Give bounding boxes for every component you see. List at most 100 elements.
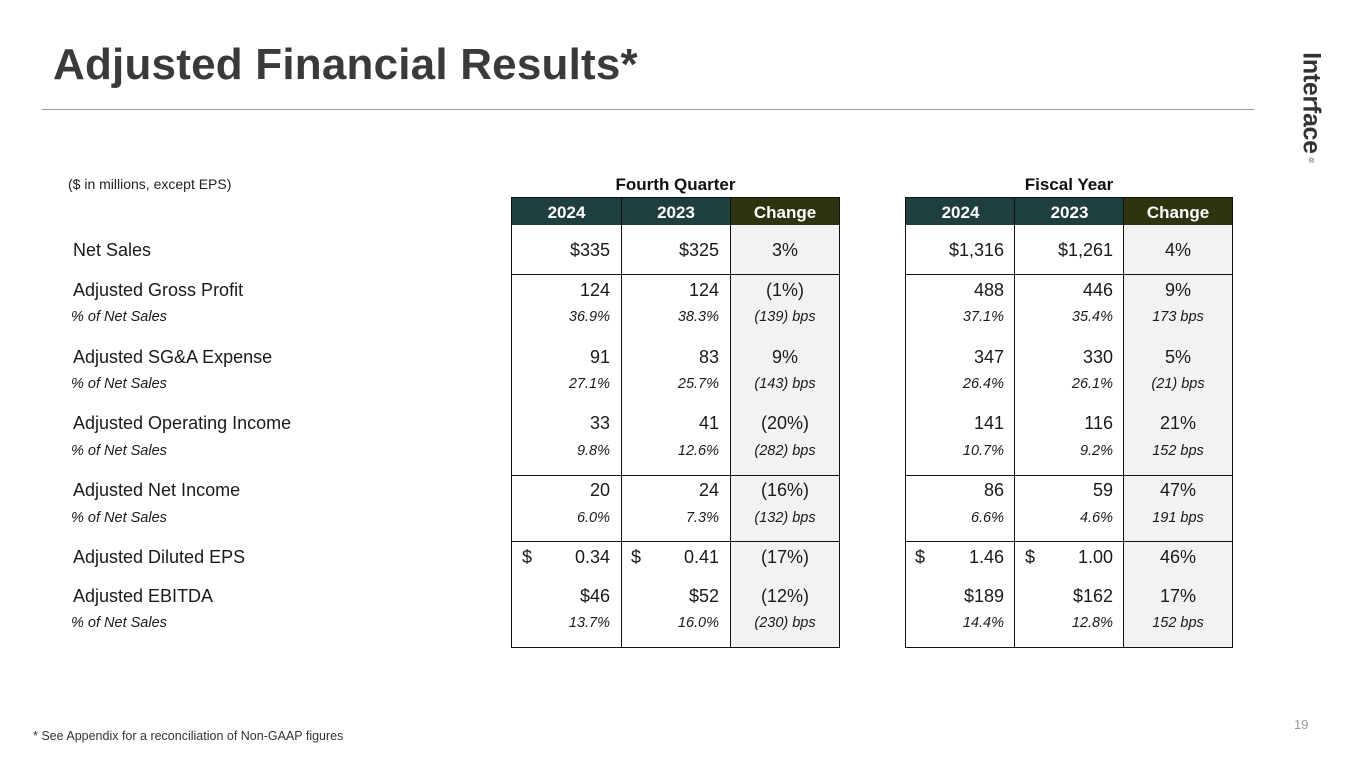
q4-operating-income-change: (20%)	[760, 413, 809, 433]
q4-header-2024: 2024	[511, 197, 621, 225]
q4-sga-pct-change: (143) bps	[754, 376, 816, 392]
fy-net-income-2023: 59	[1092, 480, 1113, 500]
q4-column-change	[730, 225, 840, 648]
fy-sga-2023: 330	[1082, 347, 1113, 367]
q4-gross-profit-2023: 124	[688, 280, 719, 300]
q4-ebitda-pct-2023: 16.0%	[677, 615, 719, 631]
row-label-ebitda: Adjusted EBITDA	[73, 586, 214, 606]
q4-net-sales-2024: $335	[569, 240, 610, 260]
q4-net-sales-2023: $325	[678, 240, 719, 260]
fy-separator-after-net-sales	[905, 274, 1233, 275]
fy-eps-2024: 1.46	[968, 547, 1004, 567]
fy-operating-income-2024: 141	[973, 413, 1004, 433]
q4-sga-2023: 83	[698, 347, 719, 367]
fy-operating-income-pct-2023: 9.2%	[1079, 443, 1113, 459]
fy-ebitda-2023: $162	[1072, 586, 1113, 606]
fy-gross-profit-change: 9%	[1164, 280, 1191, 300]
fy-net-income-pct-2023: 4.6%	[1079, 510, 1113, 526]
q4-header-2023: 2023	[621, 197, 730, 225]
fy-operating-income-pct-change: 152 bps	[1152, 443, 1204, 459]
fy-ebitda-change: 17%	[1159, 586, 1197, 606]
group-header-fourth-quarter: Fourth Quarter	[615, 175, 736, 194]
fy-gross-profit-pct-change: 173 bps	[1152, 309, 1204, 325]
fy-net-sales-2023: $1,261	[1057, 240, 1113, 260]
page-title: Adjusted Financial Results*	[53, 40, 638, 89]
fy-net-sales-change: 4%	[1164, 240, 1191, 260]
fy-net-income-pct-change: 191 bps	[1152, 510, 1204, 526]
q4-net-income-2023: 24	[698, 480, 719, 500]
fy-separator-before-net-income	[905, 475, 1233, 476]
q4-net-sales-change: 3%	[771, 240, 798, 260]
q4-separator-after-net-sales	[511, 274, 840, 275]
fy-gross-profit-pct-2023: 35.4%	[1071, 309, 1113, 325]
q4-column-2023	[621, 225, 730, 648]
fy-header-2024: 2024	[905, 197, 1015, 225]
fy-net-income-pct-2024: 6.6%	[970, 510, 1004, 526]
q4-gross-profit-2024: 124	[579, 280, 610, 300]
fy-ebitda-pct-2024: 14.4%	[962, 615, 1004, 631]
q4-ebitda-2024: $46	[579, 586, 610, 606]
fy-sga-pct-change: (21) bps	[1151, 376, 1205, 392]
q4-sga-change: 9%	[771, 347, 798, 367]
q4-net-income-pct-2024: 6.0%	[576, 510, 610, 526]
q4-operating-income-2024: 33	[589, 413, 610, 433]
row-label-net-sales: Net Sales	[73, 240, 152, 260]
units-note: ($ in millions, except EPS)	[68, 176, 232, 192]
fy-eps-2023-currency: $	[1025, 547, 1036, 567]
q4-ebitda-pct-change: (230) bps	[754, 615, 816, 631]
q4-operating-income-pct-2024: 9.8%	[576, 443, 610, 459]
fy-ebitda-pct-2023: 12.8%	[1071, 615, 1113, 631]
fy-header-change: Change	[1123, 197, 1233, 225]
fy-sga-2024: 347	[973, 347, 1004, 367]
row-sublabel-operating-income-pct: % of Net Sales	[71, 443, 167, 459]
row-label-operating-income: Adjusted Operating Income	[73, 413, 292, 433]
fy-sga-pct-2024: 26.4%	[962, 376, 1004, 392]
q4-gross-profit-pct-change: (139) bps	[754, 309, 816, 325]
row-sublabel-sga-pct: % of Net Sales	[71, 376, 167, 392]
q4-separator-before-eps	[511, 541, 840, 542]
q4-eps-2024-currency: $	[522, 547, 533, 567]
q4-eps-2024: 0.34	[574, 547, 610, 567]
fy-header-2023: 2023	[1014, 197, 1124, 225]
row-label-sga-expense: Adjusted SG&A Expense	[73, 347, 273, 367]
q4-ebitda-change: (12%)	[760, 586, 809, 606]
q4-net-income-2024: 20	[589, 480, 610, 500]
q4-column-2024	[511, 225, 621, 648]
q4-ebitda-2023: $52	[688, 586, 719, 606]
q4-sga-pct-2023: 25.7%	[677, 376, 719, 392]
q4-net-income-pct-change: (132) bps	[754, 510, 816, 526]
q4-separator-before-net-income	[511, 475, 840, 476]
fy-eps-2024-currency: $	[915, 547, 926, 567]
q4-eps-change: (17%)	[760, 547, 809, 567]
row-label-gross-profit: Adjusted Gross Profit	[73, 280, 244, 300]
row-sublabel-ebitda-pct: % of Net Sales	[71, 615, 167, 631]
row-sublabel-net-income-pct: % of Net Sales	[71, 510, 167, 526]
q4-gross-profit-pct-2024: 36.9%	[568, 309, 610, 325]
fy-gross-profit-2024: 488	[973, 280, 1004, 300]
q4-eps-2023: 0.41	[683, 547, 719, 567]
fy-eps-change: 46%	[1159, 547, 1197, 567]
fy-operating-income-2023: 116	[1084, 413, 1113, 433]
q4-header-change: Change	[730, 197, 840, 225]
q4-operating-income-pct-change: (282) bps	[754, 443, 816, 459]
fy-net-income-change: 47%	[1159, 480, 1197, 500]
fy-column-change	[1123, 225, 1233, 648]
fy-sga-pct-2023: 26.1%	[1071, 376, 1113, 392]
fy-ebitda-pct-change: 152 bps	[1152, 615, 1204, 631]
q4-sga-pct-2024: 27.1%	[568, 376, 610, 392]
fy-column-2023	[1014, 225, 1124, 648]
q4-net-income-change: (16%)	[760, 480, 809, 500]
page-number: 19	[1294, 717, 1309, 732]
group-header-fiscal-year: Fiscal Year	[1024, 175, 1114, 194]
q4-gross-profit-change: (1%)	[765, 280, 804, 300]
fy-net-income-2024: 86	[983, 480, 1004, 500]
fy-gross-profit-pct-2024: 37.1%	[962, 309, 1004, 325]
fy-ebitda-2024: $189	[963, 586, 1004, 606]
fy-gross-profit-2023: 446	[1082, 280, 1113, 300]
logo-text: Interface	[1297, 52, 1326, 154]
q4-sga-2024: 91	[589, 347, 610, 367]
q4-gross-profit-pct-2023: 38.3%	[677, 309, 719, 325]
row-sublabel-gross-profit-pct: % of Net Sales	[71, 309, 167, 325]
q4-eps-2023-currency: $	[631, 547, 642, 567]
logo-registered-mark: ®	[1309, 158, 1315, 165]
